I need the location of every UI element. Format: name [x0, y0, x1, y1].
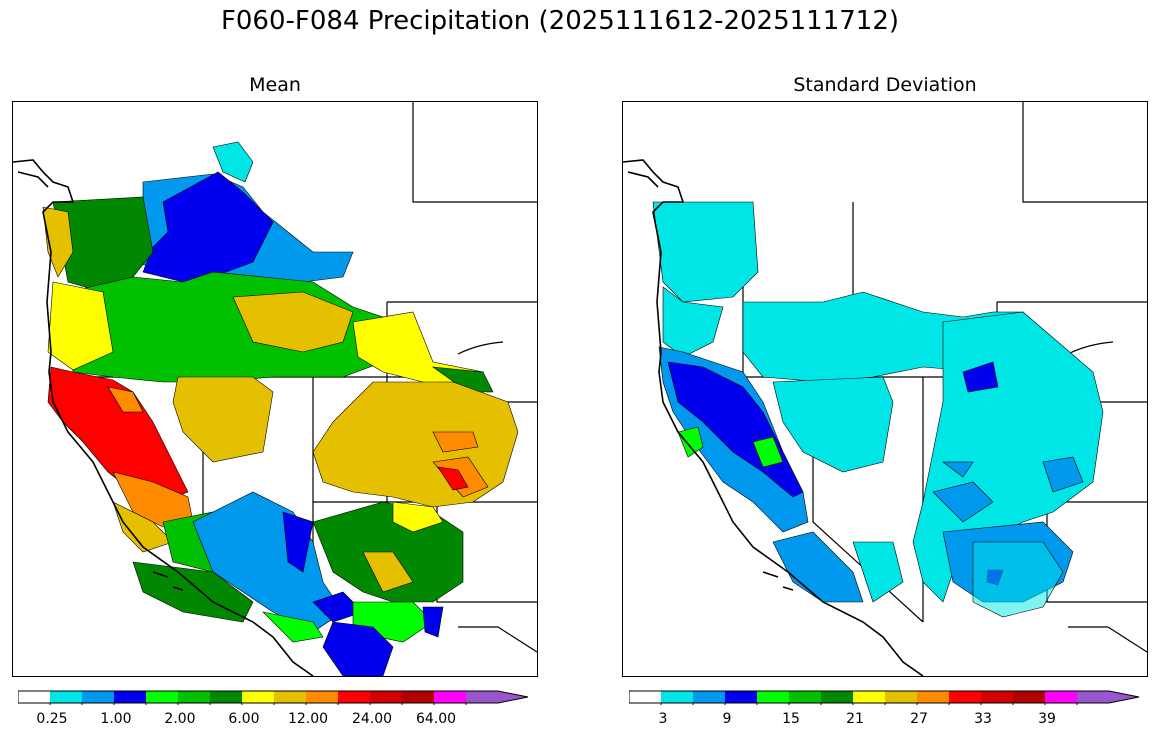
- colorbar-segment: [693, 691, 725, 703]
- colorbar-segment: [789, 691, 821, 703]
- colorbar-segment: [853, 691, 885, 703]
- colorbar-segment: [210, 691, 242, 703]
- stddev-colorbar-tick-label: 27: [910, 711, 928, 727]
- mean-colorbar-tick-label: 24.00: [351, 711, 393, 727]
- colorbar-segment: [114, 691, 146, 703]
- stddev-colorbar-tick-label: 21: [846, 711, 864, 727]
- mean-map: [12, 101, 538, 677]
- stddev-colorbar-tick-label: 3: [658, 711, 668, 727]
- colorbar-segment: [370, 691, 402, 703]
- stddev-colorbar-tick-label: 33: [974, 711, 992, 727]
- colorbar-segment: [18, 691, 50, 703]
- colorbar-segment: [725, 691, 757, 703]
- colorbar-segment: [949, 691, 981, 703]
- mean-colorbar-tick-label: 0.25: [36, 711, 68, 727]
- colorbar-segment: [466, 691, 528, 703]
- mean-colorbar-tick-label: 12.00: [287, 711, 329, 727]
- stddev-colorbar-tick-label: 15: [782, 711, 800, 727]
- mean-colorbar-tick-label: 1.00: [100, 711, 132, 727]
- colorbar-segment: [1077, 691, 1139, 703]
- stddev-colorbar-tick-label: 9: [722, 711, 732, 727]
- coastline: [623, 159, 924, 676]
- colorbar-segment: [242, 691, 274, 703]
- figure-title: F060-F084 Precipitation (2025111612-2025…: [220, 6, 900, 36]
- mean-panel-title: Mean: [249, 74, 301, 96]
- colorbar-segment: [917, 691, 949, 703]
- colorbar-segment: [146, 691, 178, 703]
- colorbar-segment: [306, 691, 338, 703]
- coastline: [13, 159, 314, 676]
- colorbar-segment: [885, 691, 917, 703]
- colorbar-segment: [981, 691, 1013, 703]
- stddev-panel-title: Standard Deviation: [793, 74, 977, 96]
- colorbar-segment: [757, 691, 789, 703]
- stddev-colorbar: [629, 690, 1140, 705]
- colorbar-segment: [1045, 691, 1077, 703]
- mean-colorbar-tick-label: 6.00: [228, 711, 260, 727]
- mean-colorbar: [18, 690, 529, 705]
- colorbar-segment: [629, 691, 661, 703]
- colorbar-segment: [402, 691, 434, 703]
- colorbar-segment: [178, 691, 210, 703]
- stddev-map: [622, 101, 1148, 677]
- stddev-map-canvas: [623, 102, 1147, 676]
- colorbar-segment: [338, 691, 370, 703]
- mean-map-canvas: [13, 102, 537, 676]
- colorbar-segment: [434, 691, 466, 703]
- colorbar-segment: [274, 691, 306, 703]
- colorbar-segment: [82, 691, 114, 703]
- colorbar-segment: [661, 691, 693, 703]
- stddev-colorbar-tick-label: 39: [1038, 711, 1056, 727]
- mean-precip-regions: [42, 141, 519, 676]
- colorbar-segment: [1013, 691, 1045, 703]
- mean-colorbar-tick-label: 2.00: [164, 711, 196, 727]
- colorbar-segment: [821, 691, 853, 703]
- stddev-regions: [652, 201, 1104, 618]
- colorbar-segment: [50, 691, 82, 703]
- mean-colorbar-tick-label: 64.00: [415, 711, 457, 727]
